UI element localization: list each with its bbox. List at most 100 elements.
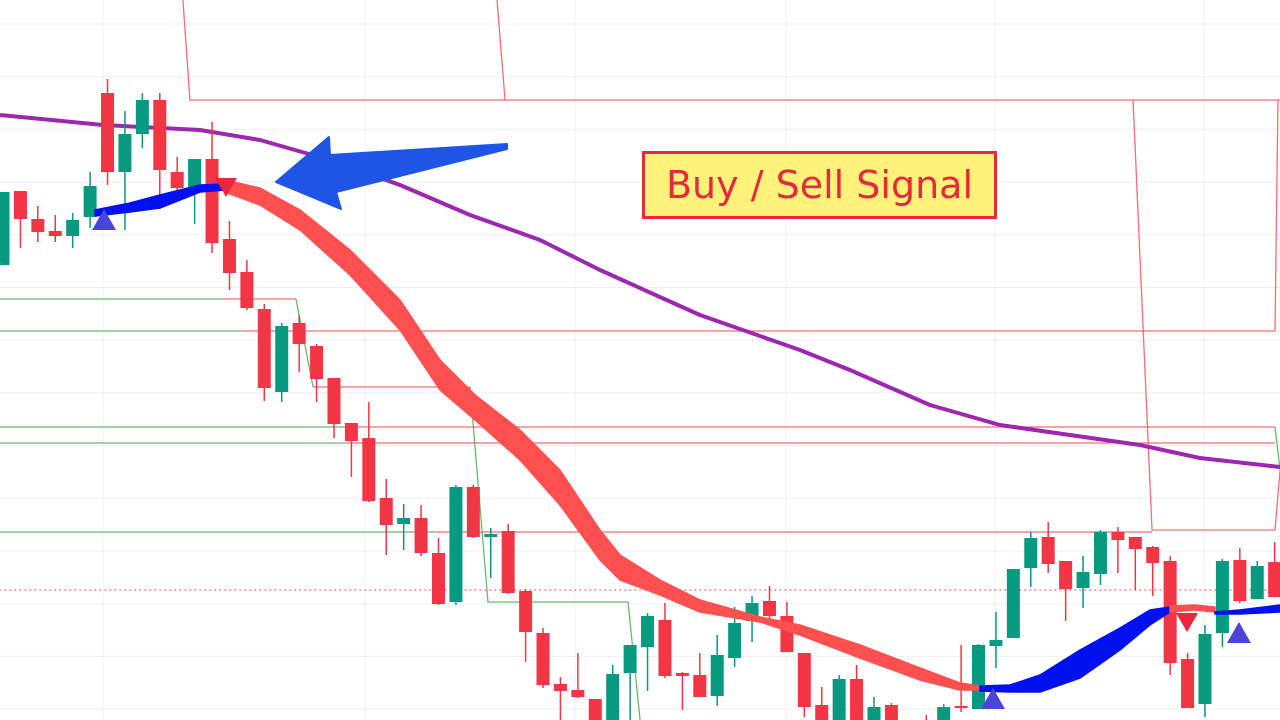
- candle-body: [989, 640, 1003, 646]
- candle-body: [728, 623, 742, 658]
- buy-signal-triangle-icon: [980, 688, 1005, 709]
- candle-bearish: [553, 677, 567, 720]
- candle-body: [310, 346, 324, 379]
- candle-bearish: [31, 206, 45, 242]
- candle-bearish: [519, 589, 533, 662]
- candle-body: [954, 706, 968, 708]
- resistance-level-line: [1132, 99, 1280, 531]
- candle-body: [135, 100, 149, 134]
- candle-bullish: [135, 93, 149, 148]
- candle-bearish: [1233, 548, 1247, 603]
- candle-bearish: [1181, 653, 1195, 708]
- candle-body: [292, 323, 306, 344]
- candle-bearish: [1268, 542, 1280, 597]
- candle-bearish: [414, 505, 428, 556]
- pointer-arrow-icon: [274, 136, 508, 210]
- candle-body: [13, 191, 27, 219]
- candle-body: [240, 272, 254, 308]
- candle-bearish: [48, 215, 62, 242]
- candle-body: [466, 487, 480, 537]
- candle-body: [222, 239, 236, 273]
- support-level-line: [1274, 426, 1280, 471]
- candle-body: [884, 705, 898, 720]
- candle-body: [1093, 532, 1107, 574]
- candle-bullish: [641, 613, 655, 691]
- candle-bearish: [1111, 527, 1125, 573]
- candle-bearish: [797, 653, 811, 717]
- candle-body: [1198, 634, 1212, 704]
- bull-signal-band: [1214, 604, 1280, 615]
- candle-body: [797, 653, 811, 707]
- candle-body: [553, 684, 567, 691]
- candle-body: [344, 423, 358, 441]
- candle-bearish: [693, 653, 707, 697]
- candle-body: [327, 378, 341, 424]
- candle-bullish: [1215, 559, 1229, 647]
- candle-body: [641, 616, 655, 647]
- candle-body: [170, 172, 184, 188]
- candle-body: [623, 645, 637, 673]
- candle-bullish: [623, 645, 637, 720]
- candle-body: [379, 498, 393, 525]
- candle-body: [571, 690, 585, 697]
- candle-bullish: [867, 697, 881, 720]
- candle-bearish: [884, 703, 898, 720]
- candle-body: [675, 673, 689, 676]
- candle-body: [1076, 572, 1090, 588]
- candle-bullish: [937, 704, 951, 720]
- moving-average-line: [0, 113, 1280, 469]
- candle-body: [501, 531, 515, 593]
- candle-bearish: [466, 485, 480, 538]
- candle-bullish: [606, 665, 620, 720]
- candle-body: [31, 219, 45, 232]
- candle-bearish: [1059, 561, 1073, 621]
- candle-bearish: [925, 715, 928, 720]
- candle-bearish: [13, 191, 27, 248]
- candle-body: [449, 487, 463, 602]
- candle-bearish: [536, 628, 550, 688]
- candle-bearish: [101, 79, 115, 185]
- candle-body: [1181, 659, 1195, 708]
- candle-body: [1250, 566, 1264, 599]
- candle-body: [937, 707, 951, 720]
- candle-bearish: [432, 538, 445, 605]
- candle-body: [48, 231, 62, 236]
- resistance-level-line: [496, 0, 506, 101]
- candle-body: [519, 591, 533, 632]
- candle-bullish: [1093, 530, 1107, 585]
- candle-body: [1233, 560, 1247, 601]
- candle-bullish: [275, 323, 289, 402]
- candle-body: [432, 553, 445, 604]
- candle-bearish: [762, 586, 776, 619]
- candle-bullish: [832, 675, 846, 720]
- candle-body: [606, 674, 620, 720]
- candle-bearish: [362, 402, 376, 502]
- candle-body: [1041, 537, 1055, 564]
- signal-bands: [94, 179, 1280, 693]
- candle-body: [1268, 562, 1280, 597]
- candle-body: [832, 679, 846, 720]
- buy-signal-triangle-icon: [92, 209, 117, 230]
- candle-bearish: [310, 344, 324, 402]
- candle-body: [1111, 532, 1125, 540]
- candle-bullish: [1006, 569, 1020, 638]
- candle-body: [275, 326, 289, 392]
- candle-bearish: [379, 479, 393, 555]
- sell-signal-triangle-icon: [1176, 613, 1199, 632]
- candle-body: [118, 134, 132, 172]
- bear-signal-band: [224, 179, 981, 691]
- candle-bearish: [1128, 537, 1142, 590]
- candle-bullish: [1198, 625, 1212, 717]
- candle-bearish: [222, 221, 236, 290]
- sell-signal-triangle-icon: [214, 178, 237, 197]
- buy-signal-triangle-icon: [1226, 622, 1251, 643]
- candle-bullish: [710, 635, 724, 706]
- candle-bullish: [484, 528, 498, 578]
- candle-bearish: [327, 378, 341, 438]
- candle-bearish: [292, 315, 306, 372]
- candle-bearish: [850, 665, 864, 720]
- candle-body: [762, 601, 776, 616]
